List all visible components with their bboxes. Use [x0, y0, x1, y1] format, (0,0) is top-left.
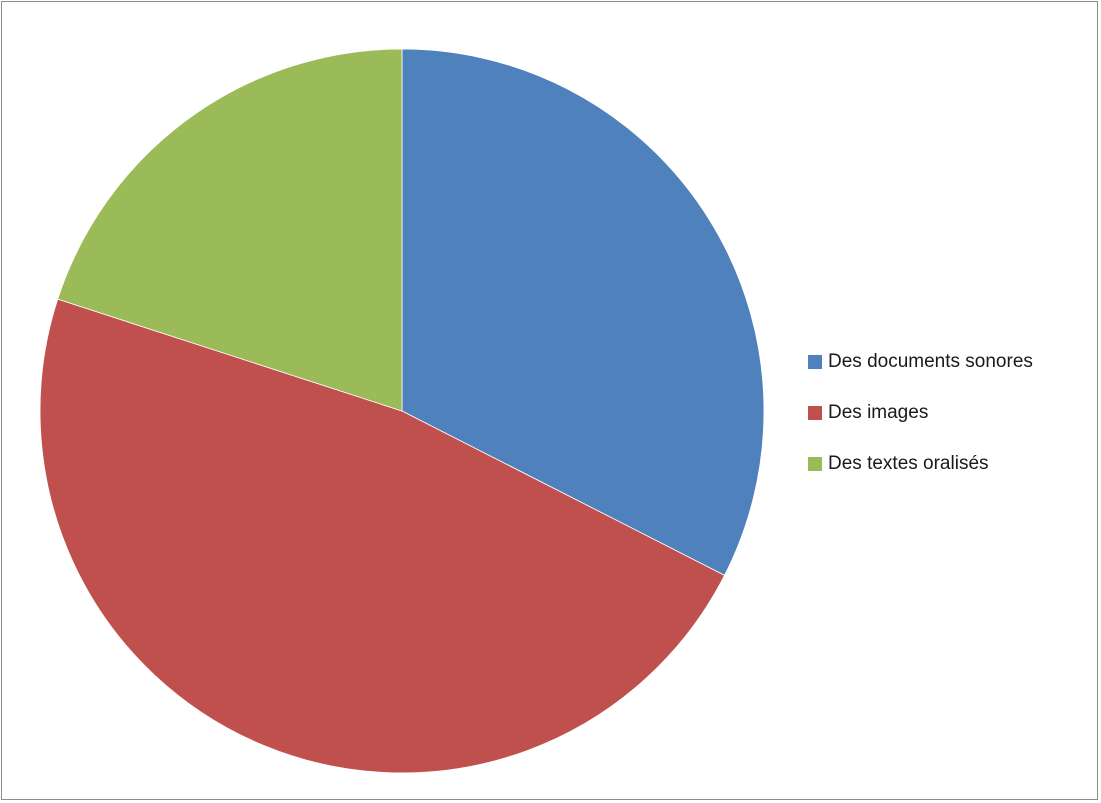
legend-label: Des documents sonores: [828, 350, 1033, 374]
legend-swatch-textes-oralises: [808, 457, 822, 471]
legend-swatch-images: [808, 406, 822, 420]
legend-label: Des images: [828, 401, 928, 425]
legend-swatch-documents-sonores: [808, 355, 822, 369]
legend-label: Des textes oralisés: [828, 452, 989, 476]
